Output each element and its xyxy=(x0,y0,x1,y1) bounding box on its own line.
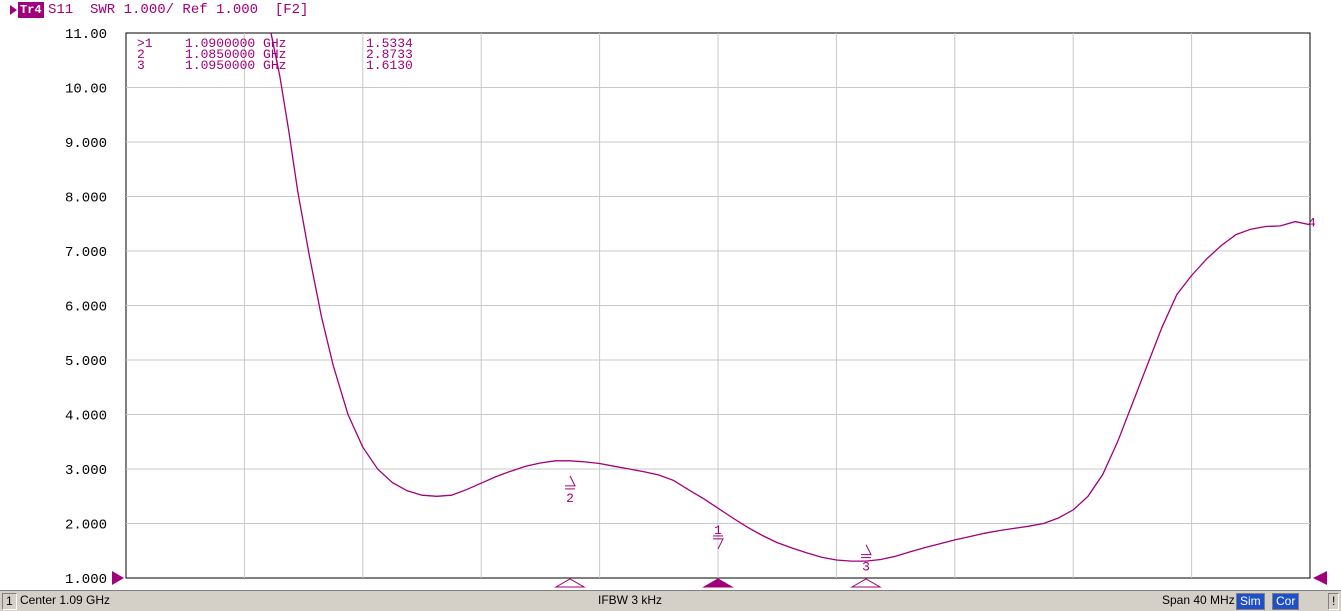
stimulus-marker xyxy=(554,578,586,588)
marker-3-label: 3 xyxy=(862,560,870,575)
swr-chart: 11.00 10.00 9.000 8.000 7.000 6.000 5.000 4.000… xyxy=(65,27,1327,588)
trace-line xyxy=(270,32,1311,562)
trace-title-bar: Tr4 S11 SWR 1.000/ Ref 1.000 [F2] xyxy=(0,0,1341,22)
y-tick-label: 2.000 xyxy=(65,518,107,534)
stimulus-marker xyxy=(850,578,882,588)
marker-table-id: 2 xyxy=(137,47,145,62)
y-tick-label: 3.000 xyxy=(65,463,107,479)
span-setting[interactable]: Span 40 MHz xyxy=(1162,593,1235,607)
y-tick-label: 8.000 xyxy=(65,191,107,207)
marker-table-value: 1.5334 xyxy=(366,36,413,51)
trace-badge[interactable]: Tr4 xyxy=(18,2,44,18)
ifbw-setting[interactable]: IFBW 3 kHz xyxy=(598,593,663,607)
reference-arrow-left xyxy=(112,571,124,585)
trace-title[interactable]: S11 SWR 1.000/ Ref 1.000 [F2] xyxy=(48,2,309,18)
stimulus-marker-active xyxy=(702,578,734,588)
marker-table-frequency: 1.0900000 GHz xyxy=(185,36,286,51)
y-tick-label: 4.000 xyxy=(65,409,107,425)
marker-table-id: 3 xyxy=(137,58,145,73)
reference-arrow-right xyxy=(1313,571,1327,585)
status-bar: 1 Center 1.09 GHz IFBW 3 kHz Span 40 MHz… xyxy=(0,590,1341,611)
active-trace-arrow-icon xyxy=(10,5,17,15)
marker-table-id: >1 xyxy=(137,36,153,51)
marker-table-frequency: 1.0950000 GHz xyxy=(185,58,286,73)
marker-table-row: 2 1.0850000 GHz 2.8733 xyxy=(137,47,413,62)
y-tick-label: 11.00 xyxy=(65,27,107,43)
marker-2-pointer xyxy=(565,475,576,487)
y-tick-label: 5.000 xyxy=(65,354,107,370)
sim-indicator[interactable]: Sim xyxy=(1236,593,1265,610)
y-tick-label: 9.000 xyxy=(65,136,107,152)
marker-table-row: >1 1.0900000 GHz 1.5334 xyxy=(137,36,413,51)
y-tick-label: 7.000 xyxy=(65,245,107,261)
marker-1-pointer xyxy=(713,538,724,550)
marker-table-value: 1.6130 xyxy=(366,58,413,73)
marker-2-label: 2 xyxy=(566,491,574,506)
trace-end-label: 4 xyxy=(1308,216,1316,231)
marker-table-value: 2.8733 xyxy=(366,47,413,62)
marker-3-pointer xyxy=(861,544,872,556)
alert-indicator[interactable]: ! xyxy=(1328,593,1340,610)
center-frequency[interactable]: Center 1.09 GHz xyxy=(20,593,111,607)
marker-table-frequency: 1.0850000 GHz xyxy=(185,47,286,62)
marker-1-label: 1 xyxy=(714,523,722,538)
y-tick-label: 1.000 xyxy=(65,572,107,588)
y-tick-label: 6.000 xyxy=(65,300,107,316)
marker-table-row: 3 1.0950000 GHz 1.6130 xyxy=(137,58,413,73)
y-tick-label: 10.00 xyxy=(65,82,107,98)
channel-number[interactable]: 1 xyxy=(2,593,17,610)
cor-indicator[interactable]: Cor xyxy=(1272,593,1300,610)
